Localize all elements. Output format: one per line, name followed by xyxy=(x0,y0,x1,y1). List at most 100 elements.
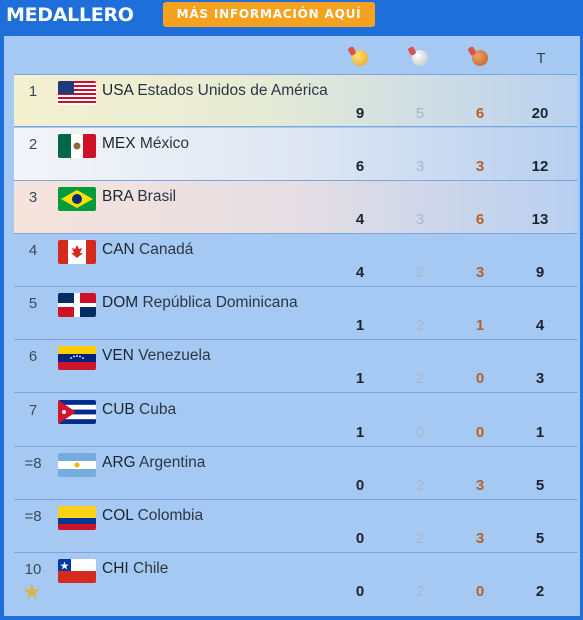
argentina-flag-icon xyxy=(58,453,96,477)
country-name: USA Estados Unidos de América xyxy=(102,82,328,100)
gold-count: 6 xyxy=(355,158,365,175)
country-name: DOM República Dominicana xyxy=(102,294,298,312)
bronze-column-header[interactable] xyxy=(469,48,493,70)
bronze-count: 0 xyxy=(475,583,485,600)
country-code: VEN xyxy=(102,347,134,364)
country-code: BRA xyxy=(102,188,134,205)
country-code: CAN xyxy=(102,241,135,258)
country-full-name: Brasil xyxy=(137,188,177,205)
bronze-count: 3 xyxy=(475,158,485,175)
silver-count: 3 xyxy=(415,158,425,175)
silver-count: 2 xyxy=(415,370,425,387)
table-row[interactable]: 7 CUB Cuba 1 0 0 1 xyxy=(14,394,577,447)
gold-count: 1 xyxy=(355,424,365,441)
table-row[interactable]: 4 CAN Canadá 4 2 3 9 xyxy=(14,234,577,287)
gold-count: 4 xyxy=(355,264,365,281)
country-full-name: Venezuela xyxy=(138,347,211,364)
table-row[interactable]: 6 VEN Venezuela 1 2 0 3 xyxy=(14,340,577,393)
colombia-flag-icon xyxy=(58,506,96,530)
country-name: VEN Venezuela xyxy=(102,347,211,365)
usa-flag-icon xyxy=(58,81,96,105)
country-full-name: Estados Unidos de América xyxy=(137,82,328,99)
country-full-name: Chile xyxy=(133,560,169,577)
gold-count: 1 xyxy=(355,370,365,387)
gold-count: 4 xyxy=(355,211,365,228)
bronze-count: 3 xyxy=(475,530,485,547)
total-count: 13 xyxy=(531,211,549,228)
table-row[interactable]: 1 USA Estados Unidos de América 9 5 6 20 xyxy=(14,74,577,127)
silver-column-header[interactable] xyxy=(409,48,433,70)
country-full-name: México xyxy=(139,135,190,152)
country-code: MEX xyxy=(102,135,136,152)
country-name: BRA Brasil xyxy=(102,188,176,206)
table-row[interactable]: 2 MEX México 6 3 3 12 xyxy=(14,128,577,181)
country-full-name: Canadá xyxy=(139,241,194,258)
country-name: CUB Cuba xyxy=(102,401,176,419)
country-code: CHI xyxy=(102,560,129,577)
gold-count: 9 xyxy=(355,105,365,122)
total-count: 12 xyxy=(531,158,549,175)
country-full-name: República Dominicana xyxy=(142,294,298,311)
country-name: CAN Canadá xyxy=(102,241,193,259)
gold-count: 0 xyxy=(355,583,365,600)
mexico-flag-icon xyxy=(58,134,96,158)
bronze-count: 0 xyxy=(475,424,485,441)
silver-medal-icon xyxy=(412,50,428,66)
rank-label: =8 xyxy=(24,508,42,525)
country-code: DOM xyxy=(102,294,139,311)
table-row[interactable]: =8 COL Colombia 0 2 3 5 xyxy=(14,500,577,553)
rank-label: =8 xyxy=(24,455,42,472)
country-full-name: Cuba xyxy=(139,401,177,418)
silver-count: 2 xyxy=(415,583,425,600)
gold-count: 0 xyxy=(355,477,365,494)
silver-count: 2 xyxy=(415,477,425,494)
country-code: CUB xyxy=(102,401,135,418)
silver-count: 2 xyxy=(415,317,425,334)
bronze-count: 6 xyxy=(475,105,485,122)
chile-flag-icon xyxy=(58,559,96,583)
country-code: COL xyxy=(102,507,134,524)
country-code: ARG xyxy=(102,454,136,471)
rank-label: 2 xyxy=(28,136,38,153)
table-row[interactable]: 3 BRA Brasil 4 3 6 13 xyxy=(14,181,577,234)
country-name: ARG Argentina xyxy=(102,454,205,472)
more-info-button[interactable]: MÁS INFORMACIÓN AQUÍ xyxy=(163,2,375,27)
country-name: CHI Chile xyxy=(102,560,168,578)
table-row[interactable]: 10 ★ CHI Chile 0 2 0 2 xyxy=(14,553,577,613)
rank-label: 7 xyxy=(28,402,38,419)
rank-label: 5 xyxy=(28,295,38,312)
table-row[interactable]: 5 DOM República Dominicana 1 2 1 4 xyxy=(14,287,577,340)
rank-label: 10 xyxy=(24,561,42,578)
gold-column-header[interactable] xyxy=(349,48,373,70)
venezuela-flag-icon xyxy=(58,346,96,370)
cuba-flag-icon xyxy=(58,400,96,424)
page-title: MEDALLERO xyxy=(6,4,134,26)
silver-count: 5 xyxy=(415,105,425,122)
silver-count: 0 xyxy=(415,424,425,441)
total-count: 5 xyxy=(535,477,545,494)
bronze-medal-icon xyxy=(472,50,488,66)
total-count: 9 xyxy=(535,264,545,281)
country-full-name: Colombia xyxy=(137,507,204,524)
total-column-header[interactable]: T xyxy=(536,50,546,67)
bronze-count: 0 xyxy=(475,370,485,387)
total-count: 20 xyxy=(531,105,549,122)
bronze-count: 3 xyxy=(475,264,485,281)
table-row[interactable]: =8 ARG Argentina 0 2 3 5 xyxy=(14,447,577,500)
total-count: 5 xyxy=(535,530,545,547)
dominican-republic-flag-icon xyxy=(58,293,96,317)
total-count: 2 xyxy=(535,583,545,600)
gold-medal-icon xyxy=(352,50,368,66)
bronze-count: 1 xyxy=(475,317,485,334)
country-name: COL Colombia xyxy=(102,507,203,525)
total-count: 1 xyxy=(535,424,545,441)
brazil-flag-icon xyxy=(58,187,96,211)
canada-flag-icon xyxy=(58,240,96,264)
gold-count: 0 xyxy=(355,530,365,547)
rank-label: 4 xyxy=(28,242,38,259)
total-count: 4 xyxy=(535,317,545,334)
header-bar: MEDALLERO MÁS INFORMACIÓN AQUÍ xyxy=(0,0,583,34)
silver-count: 2 xyxy=(415,264,425,281)
gold-count: 1 xyxy=(355,317,365,334)
silver-count: 2 xyxy=(415,530,425,547)
